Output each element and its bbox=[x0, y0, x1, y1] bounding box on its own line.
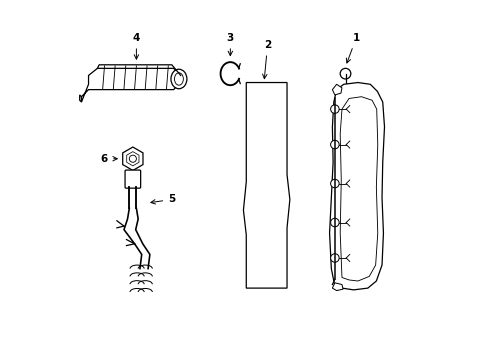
Polygon shape bbox=[332, 84, 341, 95]
Polygon shape bbox=[340, 97, 377, 281]
Ellipse shape bbox=[174, 73, 183, 85]
Circle shape bbox=[330, 254, 339, 262]
Ellipse shape bbox=[171, 69, 186, 89]
Circle shape bbox=[330, 218, 339, 227]
Text: 3: 3 bbox=[226, 33, 233, 56]
Text: 2: 2 bbox=[262, 40, 271, 79]
Text: 1: 1 bbox=[346, 33, 359, 63]
Polygon shape bbox=[329, 82, 384, 290]
Circle shape bbox=[330, 140, 339, 149]
Text: 6: 6 bbox=[101, 154, 117, 164]
Polygon shape bbox=[122, 147, 142, 170]
Text: 5: 5 bbox=[150, 194, 175, 204]
FancyBboxPatch shape bbox=[125, 170, 141, 188]
Polygon shape bbox=[81, 68, 181, 102]
Polygon shape bbox=[80, 95, 81, 102]
Polygon shape bbox=[243, 82, 289, 288]
Circle shape bbox=[129, 155, 136, 162]
Circle shape bbox=[330, 179, 339, 188]
Circle shape bbox=[330, 105, 339, 113]
Polygon shape bbox=[332, 283, 343, 291]
Text: 4: 4 bbox=[132, 33, 140, 59]
Circle shape bbox=[340, 68, 350, 79]
Polygon shape bbox=[126, 152, 139, 166]
